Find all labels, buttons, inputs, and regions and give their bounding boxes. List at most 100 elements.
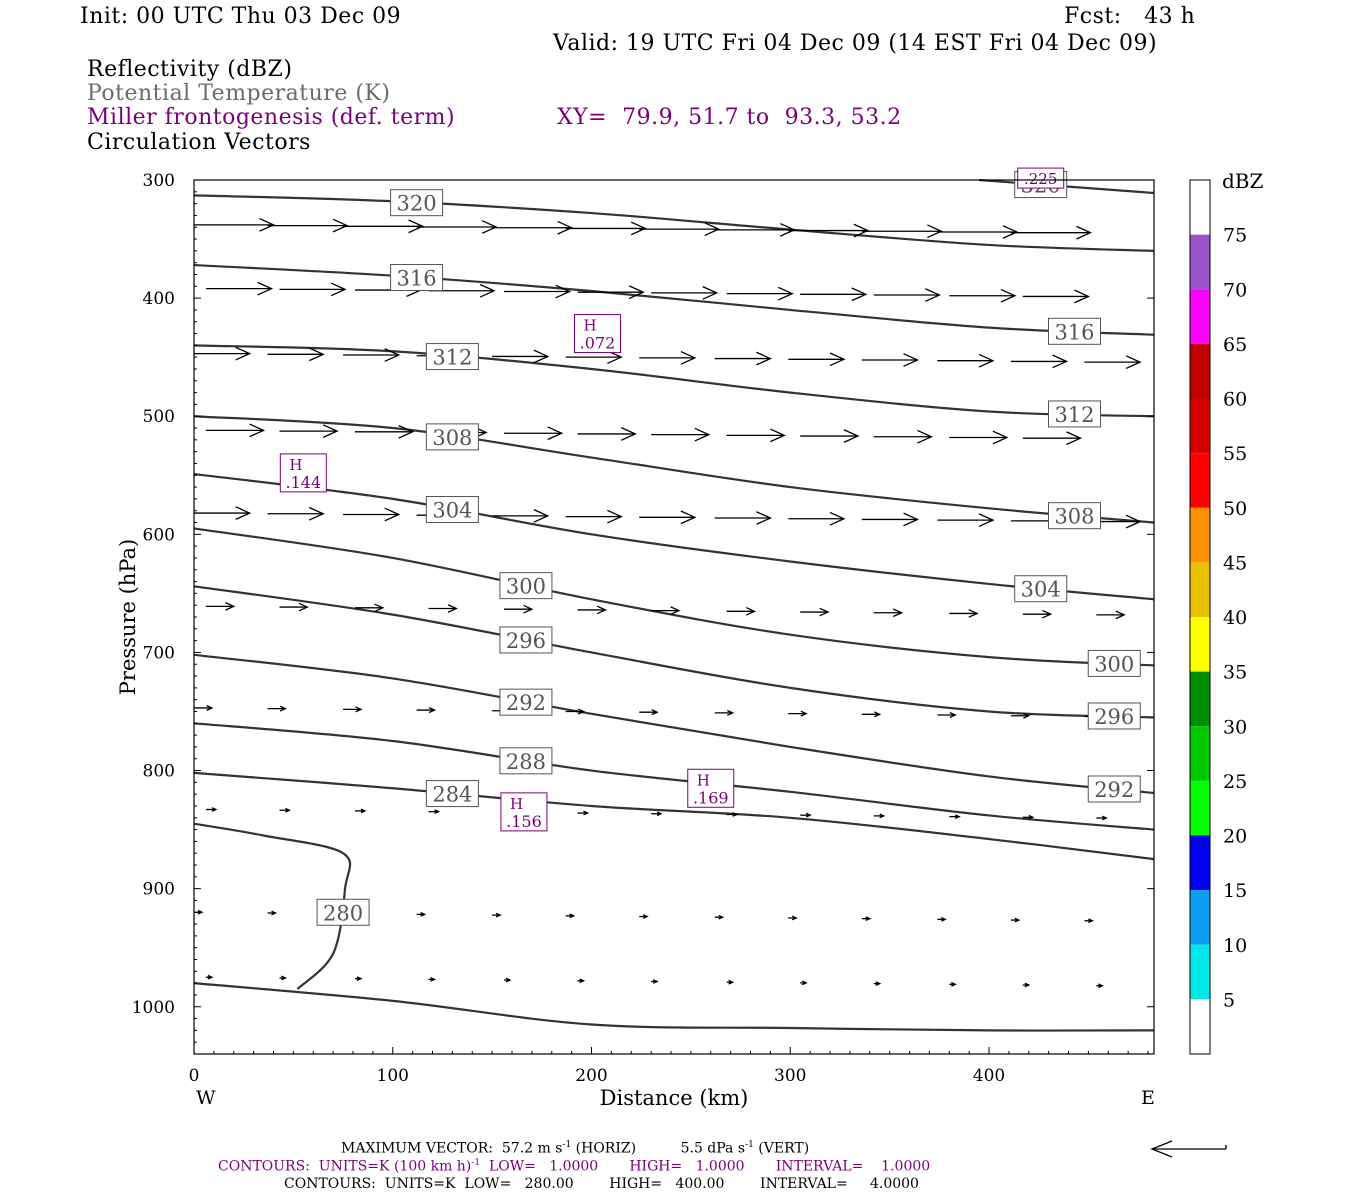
circulation-vector xyxy=(267,347,325,362)
vector-head xyxy=(322,424,339,438)
field-circulation-vectors: Circulation Vectors xyxy=(87,130,311,155)
vector-head xyxy=(355,706,363,713)
vector-head xyxy=(298,602,309,612)
circulation-vector xyxy=(714,351,772,366)
vector-head xyxy=(978,513,995,528)
contour-label-box xyxy=(1047,317,1101,345)
circulation-vector xyxy=(651,811,663,817)
contour-label-box xyxy=(1014,575,1068,603)
vector-head xyxy=(420,912,427,917)
circulation-vector xyxy=(949,814,961,819)
colorbar-label: 5 xyxy=(1223,989,1235,1011)
contour-label-text: 304 xyxy=(432,499,472,523)
contour-label-box xyxy=(316,898,370,926)
contour-label: 292 xyxy=(1087,775,1141,803)
vector-head xyxy=(941,916,947,922)
circulation-vector xyxy=(565,708,586,715)
colorbar-label: 55 xyxy=(1223,443,1247,465)
maximum-value: .144 xyxy=(286,473,322,492)
contour-label-text: 296 xyxy=(506,629,546,653)
vector-head xyxy=(1042,609,1053,619)
circulation-vector xyxy=(343,706,363,713)
vector-head xyxy=(579,978,586,984)
vector-head xyxy=(533,509,550,523)
circulation-vector xyxy=(1022,814,1035,820)
circulation-vector xyxy=(714,222,796,237)
vector-head xyxy=(330,282,347,297)
colorbar-segment xyxy=(1190,835,1210,891)
circulation-vector xyxy=(428,809,441,815)
contour-label-box xyxy=(1047,400,1101,428)
vector-head xyxy=(718,914,725,920)
circulation-vector xyxy=(492,220,574,235)
vector-head xyxy=(1074,289,1090,304)
contour-label-box xyxy=(1087,775,1141,803)
y-tick-label: 900 xyxy=(143,880,175,900)
vector-head xyxy=(745,606,757,616)
circulation-vector xyxy=(788,511,846,526)
circulation-vector xyxy=(205,807,218,812)
circulation-vector xyxy=(788,710,808,717)
frontogenesis-maximum: H.169 xyxy=(687,768,735,808)
colorbar-label: 35 xyxy=(1223,662,1247,684)
vector-head xyxy=(917,429,933,444)
vector-head xyxy=(281,975,288,981)
vector-head xyxy=(630,221,647,236)
vector-head xyxy=(874,711,882,718)
vector-head xyxy=(829,511,846,526)
circulation-vector xyxy=(504,604,534,614)
circulation-vector xyxy=(343,219,425,234)
colorbar-label: 20 xyxy=(1223,826,1247,848)
vector-head xyxy=(656,811,663,817)
vector-head xyxy=(949,712,957,719)
colorbar-segment xyxy=(1190,507,1210,563)
vector-head xyxy=(702,286,719,300)
theta-contour xyxy=(193,653,1155,795)
contour-label-text: 300 xyxy=(1094,652,1134,676)
circulation-vector xyxy=(873,813,886,819)
circulation-vector xyxy=(949,288,1017,303)
circulation-vector xyxy=(873,608,904,618)
circulation-vector xyxy=(639,350,697,365)
circulation-vector xyxy=(194,217,276,232)
vector-head xyxy=(1102,815,1108,821)
vector-head xyxy=(1098,983,1104,989)
circulation-vector xyxy=(861,353,920,367)
vector-head xyxy=(801,980,808,986)
circulation-vector xyxy=(504,426,564,441)
circulation-vector xyxy=(949,609,979,618)
circulation-vector xyxy=(800,980,808,986)
theta-contour xyxy=(193,194,1155,252)
valid-time: Valid: 19 UTC Fri 04 Dec 09 (14 EST Fri … xyxy=(553,31,1158,56)
vector-head xyxy=(978,353,995,368)
contour-label: 320 xyxy=(390,189,444,217)
circulation-vector xyxy=(577,285,645,300)
circulation-vector xyxy=(800,812,812,818)
vector-head xyxy=(495,912,502,918)
circulation-vector xyxy=(279,975,288,981)
maximum-box xyxy=(1017,167,1065,189)
field-reflectivity: Reflectivity (dBZ) xyxy=(87,57,293,82)
circulation-vector xyxy=(861,916,872,922)
circulation-vector xyxy=(949,981,957,987)
theta-contour xyxy=(193,527,1155,667)
contour-label-box xyxy=(499,572,553,600)
circulation-vector xyxy=(194,506,252,520)
x-tick-label: 200 xyxy=(575,1066,607,1086)
circulation-vector xyxy=(861,711,882,718)
frontogenesis-maximum: .225 xyxy=(1017,167,1065,189)
circulation-vector xyxy=(714,709,735,716)
vector-head xyxy=(680,510,697,525)
circulation-vector xyxy=(788,352,846,367)
vector-head xyxy=(925,288,941,302)
contour-label-box xyxy=(499,626,553,654)
field-frontogenesis: Miller frontogenesis (def. term) xyxy=(87,105,456,130)
vector-head xyxy=(279,705,288,712)
y-tick-label: 800 xyxy=(143,762,175,782)
vector-head xyxy=(843,429,860,443)
contour-label-box xyxy=(499,688,553,716)
vector-head xyxy=(694,427,711,442)
circulation-vector xyxy=(861,224,943,239)
vector-head xyxy=(207,974,214,980)
circulation-vector xyxy=(1022,289,1090,304)
